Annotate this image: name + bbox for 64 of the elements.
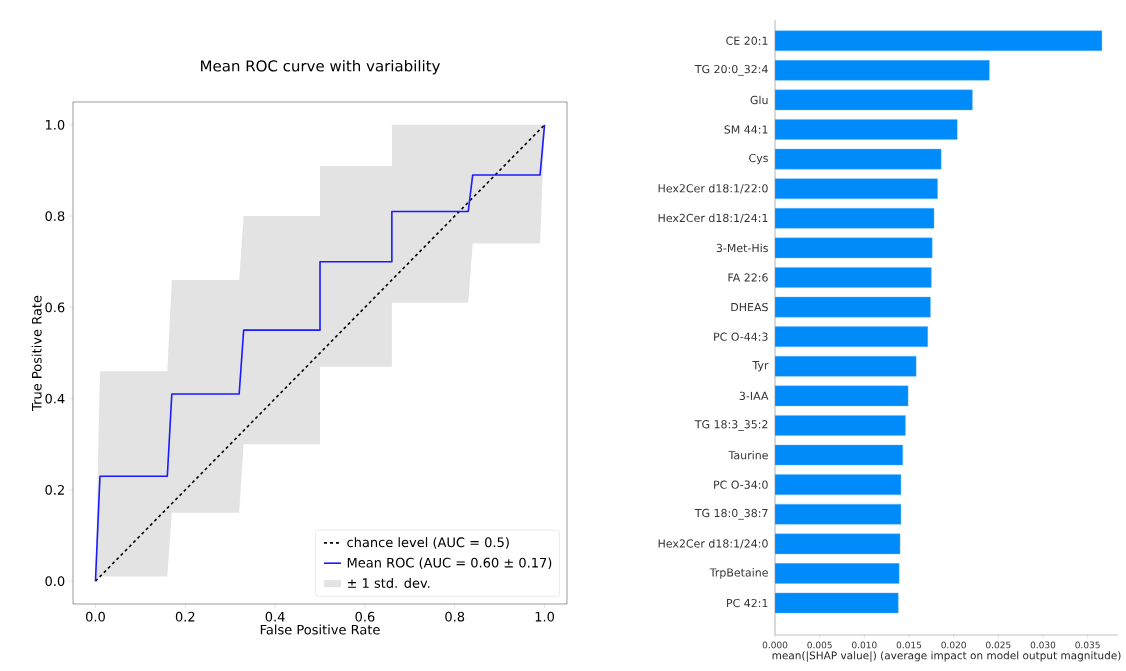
bar — [775, 237, 933, 259]
bar — [775, 326, 928, 347]
y-tick-label: FA 22:6 — [728, 273, 768, 282]
bar — [775, 385, 909, 407]
x-tick-label: 0.8 — [445, 611, 465, 622]
bar — [775, 415, 906, 436]
x-tick-label: 0.0 — [85, 611, 105, 622]
y-tick-label: 3-Met-His — [716, 243, 768, 253]
legend-label: chance level (AUC = 0.5) — [347, 537, 509, 549]
x-tick-label: 0.4 — [265, 611, 285, 622]
y-tick-label: DHEAS — [731, 302, 768, 312]
y-tick-label: TG 20:0_32:4 — [694, 64, 768, 76]
y-tick-label: Hex2Cer d18:1/22:0 — [658, 184, 768, 194]
y-tick-label: Tyr — [752, 361, 769, 372]
y-tick-label: Hex2Cer d18:1/24:0 — [658, 539, 768, 549]
y-tick-label: 0.6 — [45, 302, 65, 313]
bar — [775, 119, 958, 140]
bar — [775, 356, 917, 377]
y-tick-label: Taurine — [728, 450, 768, 460]
y-axis-title: True Positive Rate — [31, 295, 42, 411]
x-tick-label: 0.020 — [941, 641, 966, 649]
y-tick-label: Glu — [750, 95, 768, 105]
bar — [775, 60, 990, 81]
x-tick-label: 1.0 — [535, 611, 555, 622]
y-tick-label: PC O-44:3 — [714, 332, 768, 341]
bar — [775, 563, 900, 584]
x-tick-label: 0.2 — [175, 611, 195, 622]
bar — [775, 474, 902, 495]
x-tick-label: 0.015 — [896, 641, 922, 649]
bar — [775, 267, 932, 288]
bar — [775, 208, 935, 229]
x-tick-label: 0.000 — [762, 641, 788, 649]
y-tick-label: 0.2 — [45, 484, 64, 495]
bar — [775, 30, 1103, 51]
x-tick-label: 0.010 — [852, 641, 877, 649]
y-tick-label: PC 42:1 — [727, 598, 768, 608]
chart-title: Mean ROC curve with variability — [201, 59, 441, 75]
x-axis-title: mean(|SHAP value|) (average impact on model output magnitude) — [772, 651, 1121, 662]
annotation: ± 1 std. dev. — [347, 577, 430, 588]
y-tick-label: SM 44:1 — [724, 125, 768, 134]
legend-label: Mean ROC (AUC = 0.60 ± 0.17) — [347, 557, 552, 570]
y-tick-label: TG 18:0_38:7 — [694, 508, 768, 520]
y-tick-label: PC O-34:0 — [714, 480, 768, 489]
y-tick-label: CE 20:1 — [726, 36, 768, 45]
y-tick-label: 0.8 — [45, 211, 65, 221]
y-tick-label: Hex2Cer d18:1/24:1 — [658, 213, 768, 223]
y-tick-label: 3-IAA — [739, 391, 769, 401]
x-tick-label: 0.035 — [1075, 641, 1100, 649]
bar — [775, 148, 942, 170]
y-tick-label: Cys — [749, 153, 768, 165]
bar — [775, 89, 973, 111]
y-tick-label: 0.4 — [45, 393, 65, 404]
x-tick-label: 0.025 — [986, 641, 1011, 649]
x-tick-label: 0.030 — [1030, 641, 1056, 649]
y-tick-label: 1.0 — [45, 119, 65, 130]
x-tick-label: 0.005 — [807, 641, 832, 649]
y-tick-label: TrpBetaine — [709, 568, 768, 579]
y-tick-label: TG 18:3_35:2 — [694, 420, 768, 431]
x-tick-label: 0.6 — [355, 611, 375, 622]
bar — [775, 178, 938, 199]
x-axis-title: False Positive Rate — [260, 624, 380, 635]
y-tick-label: 0.0 — [45, 576, 65, 587]
bar — [775, 533, 901, 555]
bar — [775, 503, 902, 525]
